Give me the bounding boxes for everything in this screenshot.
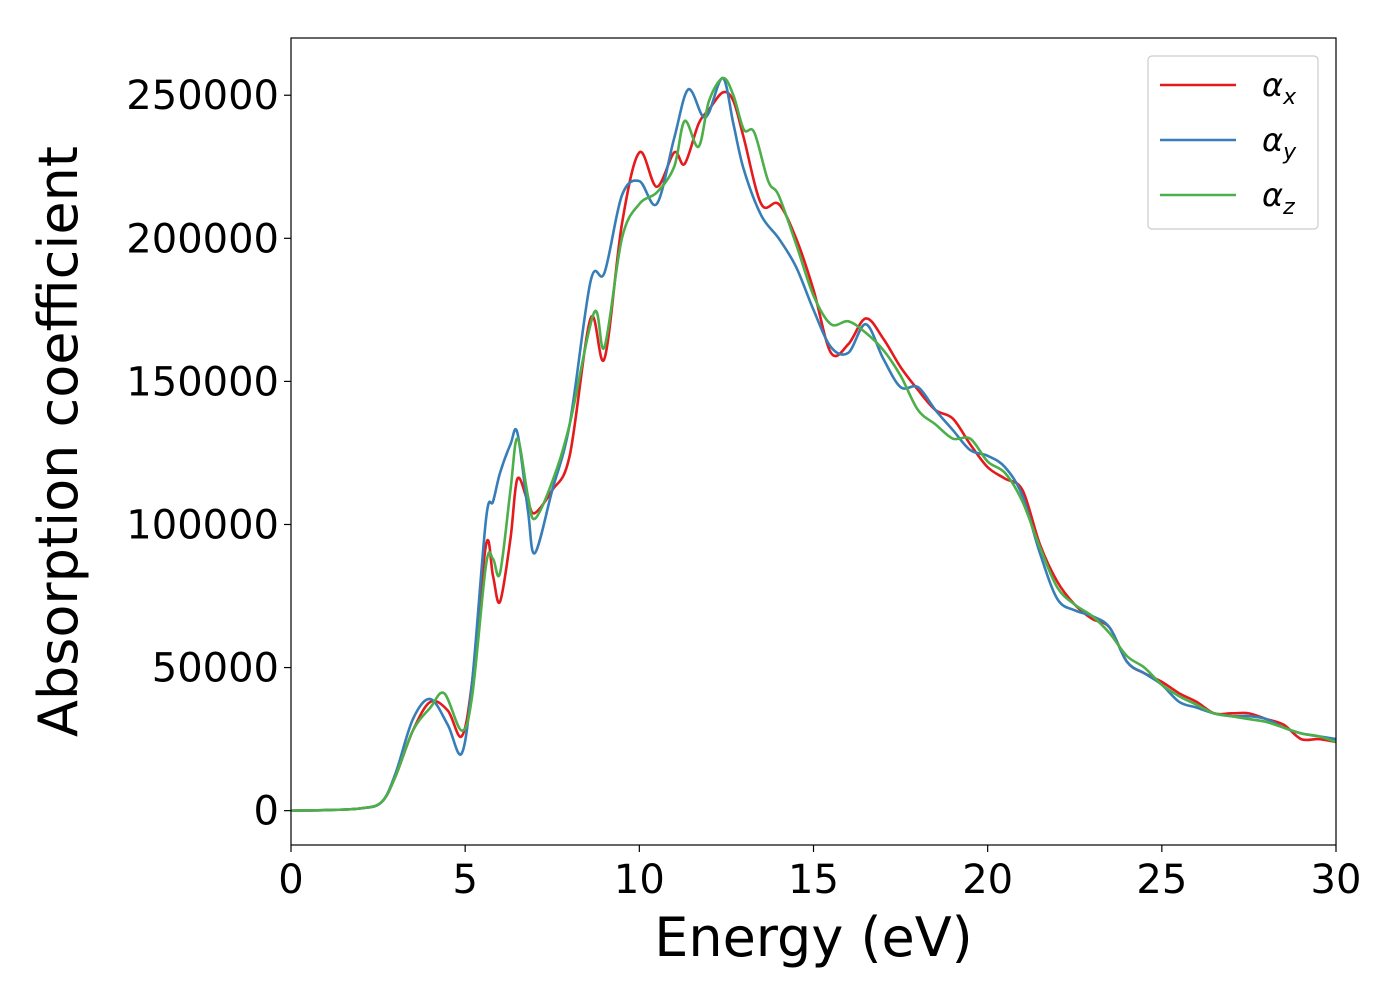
legend-label-y: αy xyxy=(1262,121,1297,165)
legend-box xyxy=(1147,55,1319,230)
y-axis-ticks: 0 50000 100000 150000 200000 250000 xyxy=(126,73,291,835)
y-tick-label: 50000 xyxy=(152,646,279,692)
plot-area xyxy=(290,37,1337,846)
series-line-z xyxy=(291,76,1336,812)
x-tick-label: 25 xyxy=(1136,857,1187,903)
series-layer xyxy=(291,76,1336,812)
x-tick-label: 0 xyxy=(278,857,303,903)
y-tick-label: 0 xyxy=(254,789,279,835)
x-tick-label: 30 xyxy=(1311,857,1362,903)
legend: αx αy αz xyxy=(1147,55,1319,230)
x-axis-ticks: 0 5 10 15 20 25 30 xyxy=(278,845,1361,903)
x-tick-label: 5 xyxy=(452,857,477,903)
x-tick-label: 15 xyxy=(788,857,839,903)
x-axis-label: Energy (eV) xyxy=(654,906,973,969)
series-line-y xyxy=(291,76,1336,812)
y-axis-label: Absorption coefficient xyxy=(27,146,90,737)
legend-label-z: αz xyxy=(1262,176,1295,220)
legend-label-x: αx xyxy=(1262,66,1297,110)
y-tick-label: 150000 xyxy=(126,359,279,405)
x-tick-label: 20 xyxy=(962,857,1013,903)
y-tick-label: 100000 xyxy=(126,502,279,548)
y-tick-label: 200000 xyxy=(126,216,279,262)
x-tick-label: 10 xyxy=(614,857,665,903)
y-tick-label: 250000 xyxy=(126,73,279,119)
